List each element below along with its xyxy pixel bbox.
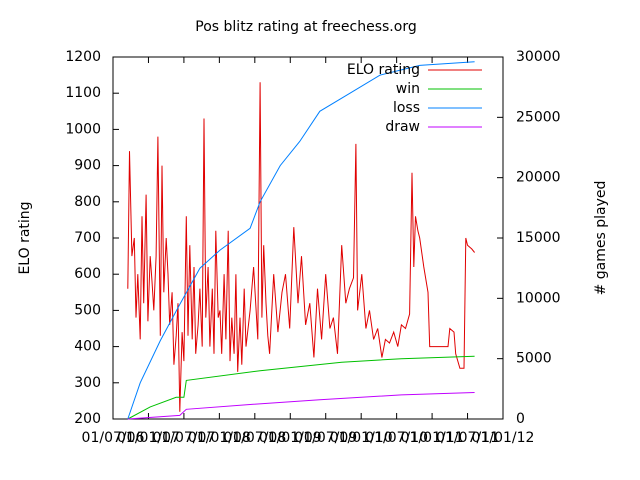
x-tick-label: 01/01/10 xyxy=(330,430,393,446)
legend-label: draw xyxy=(385,119,420,135)
y-tick-label: 200 xyxy=(74,411,101,427)
legend-label: ELO rating xyxy=(347,62,420,78)
y2-tick-label: 15000 xyxy=(516,230,561,246)
x-tick-label: 01/01/09 xyxy=(259,430,322,446)
y-tick-label: 1100 xyxy=(65,85,101,101)
y2-tick-label: 20000 xyxy=(516,170,561,186)
x-tick-label: 01/01/11 xyxy=(401,430,464,446)
y2-tick-label: 0 xyxy=(516,411,525,427)
plot-frame xyxy=(112,56,504,420)
y-tick-label: 500 xyxy=(74,302,101,318)
x-tick-label: 01/07/07 xyxy=(152,430,215,446)
y2-tick-label: 10000 xyxy=(516,290,561,306)
y-tick-label: 900 xyxy=(74,158,101,174)
legend-label: win xyxy=(396,81,420,97)
y-axis-label: ELO rating xyxy=(17,201,33,274)
x-tick-label: 01/07/08 xyxy=(223,430,286,446)
x-tick-label: 01/01/07 xyxy=(117,430,180,446)
chart-title: Pos blitz rating at freechess.org xyxy=(195,19,416,35)
x-tick-label: 01/07/06 xyxy=(82,430,145,446)
series-line xyxy=(127,355,475,420)
y2-axis-label: # games played xyxy=(593,181,609,296)
y-tick-label: 400 xyxy=(74,339,101,355)
legend-label: loss xyxy=(393,100,420,116)
y2-tick-label: 25000 xyxy=(516,109,561,125)
y-tick-label: 1000 xyxy=(65,121,101,137)
x-tick-label: 01/07/09 xyxy=(294,430,357,446)
y-tick-label: 700 xyxy=(74,230,101,246)
x-tick-label: 01/07/11 xyxy=(436,430,499,446)
series-line xyxy=(127,392,475,420)
x-tick-label: 01/01/08 xyxy=(188,430,251,446)
y2-tick-label: 5000 xyxy=(516,351,552,367)
x-tick-label: 01/07/10 xyxy=(365,430,428,446)
series-line xyxy=(127,82,475,412)
y-tick-label: 300 xyxy=(74,375,101,391)
y-tick-label: 800 xyxy=(74,194,101,210)
series-line xyxy=(127,61,475,420)
y-tick-label: 600 xyxy=(74,266,101,282)
y2-tick-label: 30000 xyxy=(516,49,561,65)
x-tick-label: 01/01/12 xyxy=(472,430,535,446)
y-tick-label: 1200 xyxy=(65,49,101,65)
